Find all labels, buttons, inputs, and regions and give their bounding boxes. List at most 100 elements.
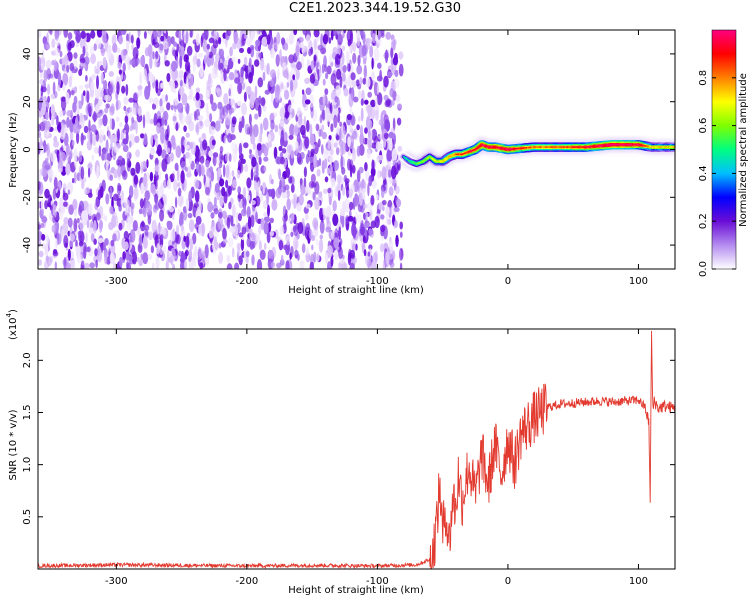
noise-blob <box>246 237 252 248</box>
noise-blob <box>211 102 218 112</box>
noise-blob <box>195 87 201 93</box>
noise-blob <box>268 141 273 148</box>
noise-blob <box>293 193 297 200</box>
noise-blob <box>195 32 200 46</box>
noise-blob <box>205 159 210 168</box>
noise-blob <box>118 35 123 45</box>
noise-blob <box>354 193 359 207</box>
noise-blob <box>206 43 210 50</box>
noise-blob <box>385 31 392 40</box>
noise-blob <box>322 188 328 195</box>
noise-blob <box>261 36 268 47</box>
noise-blob <box>105 94 111 102</box>
noise-blob <box>364 162 368 172</box>
noise-blob <box>294 250 299 256</box>
noise-blob <box>150 133 153 147</box>
noise-blob <box>105 103 110 109</box>
noise-blob <box>200 35 203 48</box>
noise-blob <box>72 140 75 147</box>
noise-blob <box>38 189 42 197</box>
noise-blob <box>371 159 375 172</box>
noise-blob <box>250 168 254 181</box>
noise-blob <box>354 257 357 263</box>
noise-blob <box>193 250 199 260</box>
noise-blob <box>143 31 147 39</box>
noise-blob <box>309 261 314 269</box>
noise-blob <box>75 30 81 44</box>
noise-blob <box>104 238 109 246</box>
noise-blob <box>370 195 375 206</box>
noise-blob <box>178 70 184 79</box>
noise-blob <box>137 30 141 38</box>
noise-blob <box>228 201 232 210</box>
noise-blob <box>267 188 274 197</box>
noise-blob <box>60 122 65 137</box>
noise-blob <box>211 66 218 80</box>
noise-blob <box>366 149 371 160</box>
noise-blob <box>89 188 93 195</box>
noise-blob <box>220 198 224 206</box>
noise-blob <box>369 247 372 260</box>
noise-blob <box>249 149 252 155</box>
noise-blob <box>194 190 200 203</box>
noise-blob <box>177 187 182 197</box>
x-tick-label: -300 <box>105 576 128 587</box>
noise-blob <box>263 165 267 172</box>
noise-blob <box>391 165 397 180</box>
noise-blob <box>352 41 357 53</box>
noise-blob <box>324 30 330 40</box>
noise-blob <box>89 262 95 269</box>
noise-blob <box>256 259 263 269</box>
noise-blob <box>206 49 210 57</box>
noise-blob <box>334 53 341 65</box>
noise-blob <box>313 30 320 38</box>
noise-blob <box>125 83 129 96</box>
noise-blob <box>368 175 373 187</box>
noise-blob <box>110 239 115 247</box>
noise-blob <box>162 110 169 122</box>
noise-blob <box>38 259 42 266</box>
noise-region <box>38 30 404 269</box>
noise-blob <box>234 77 241 84</box>
noise-blob <box>198 224 203 237</box>
noise-blob <box>398 51 404 60</box>
noise-blob <box>163 245 166 254</box>
noise-blob <box>140 182 145 195</box>
noise-blob <box>244 164 249 173</box>
noise-blob <box>193 202 199 208</box>
noise-blob <box>323 64 327 73</box>
noise-blob <box>238 142 243 156</box>
noise-blob <box>222 228 227 240</box>
noise-blob <box>309 94 314 108</box>
noise-blob <box>327 139 331 150</box>
noise-blob <box>81 180 85 190</box>
noise-blob <box>377 169 381 180</box>
noise-blob <box>119 122 123 128</box>
noise-blob <box>359 30 363 37</box>
noise-blob <box>271 199 278 211</box>
noise-blob <box>248 113 252 125</box>
noise-blob <box>306 256 310 262</box>
snr-panel: -300 -200 -100 0 100 0.5 1.0 1.5 2.0 Height of … <box>5 309 676 596</box>
noise-blob <box>170 248 176 262</box>
noise-blob <box>166 147 171 153</box>
noise-blob <box>303 177 307 188</box>
noise-blob <box>237 58 241 64</box>
noise-blob <box>335 135 340 141</box>
noise-blob <box>399 231 403 238</box>
noise-blob <box>132 47 139 59</box>
noise-blob <box>278 240 284 251</box>
noise-blob <box>380 225 386 233</box>
noise-blob <box>198 52 203 58</box>
noise-blob <box>333 160 339 171</box>
noise-blob <box>370 261 377 269</box>
noise-blob <box>218 242 222 249</box>
noise-blob <box>63 54 69 66</box>
noise-blob <box>41 243 46 249</box>
noise-blob <box>136 113 143 123</box>
noise-blob <box>136 37 141 49</box>
noise-blob <box>283 217 287 230</box>
noise-blob <box>381 199 387 206</box>
noise-blob <box>378 201 383 211</box>
noise-blob <box>301 89 305 95</box>
